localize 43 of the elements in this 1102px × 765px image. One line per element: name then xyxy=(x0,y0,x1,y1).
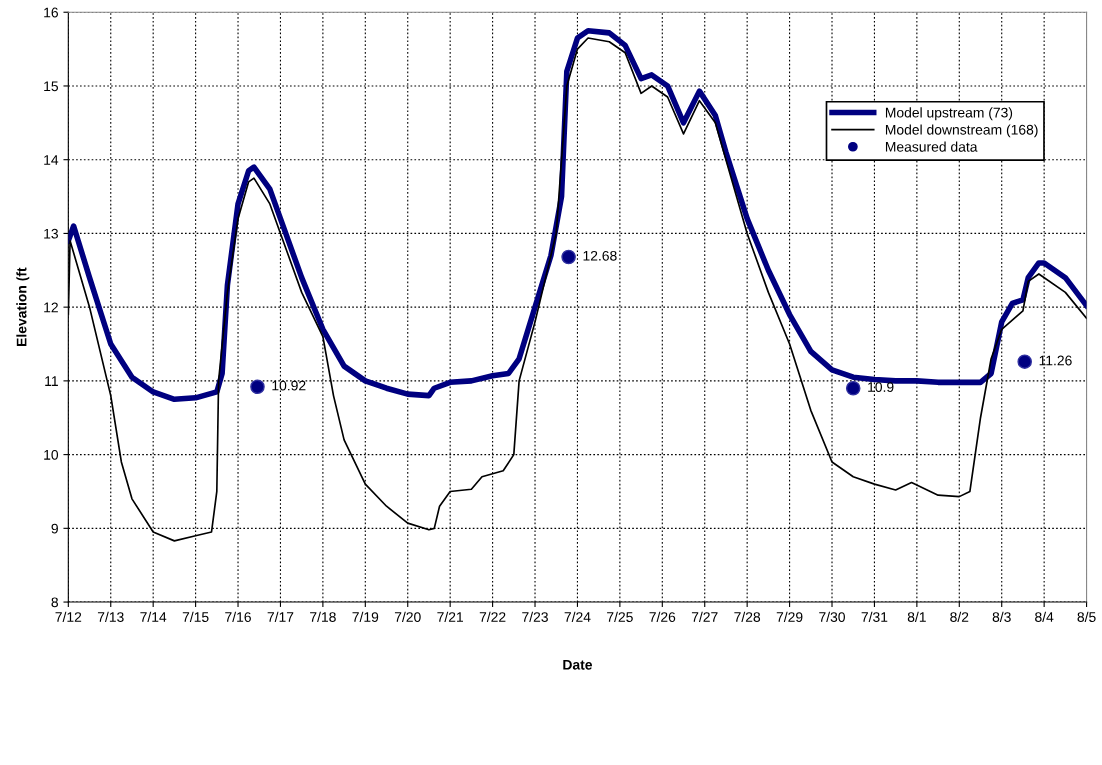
x-tick-label: 7/25 xyxy=(607,611,633,622)
x-tick-label: 8/1 xyxy=(907,611,926,622)
x-tick-label: 7/21 xyxy=(437,611,464,622)
y-tick-label: 16 xyxy=(44,7,58,18)
x-tick-label: 7/15 xyxy=(182,611,209,622)
x-axis-title: Date xyxy=(563,659,593,670)
x-tick-label: 7/23 xyxy=(522,611,548,622)
y-tick-label: 14 xyxy=(44,155,59,165)
x-tick-label: 7/17 xyxy=(267,611,294,622)
x-tick-label: 8/2 xyxy=(950,611,969,622)
legend-label: Measured data xyxy=(885,141,978,152)
x-tick-label: 7/29 xyxy=(776,611,803,622)
x-tick-label: 7/18 xyxy=(310,611,336,622)
y-tick-label: 9 xyxy=(51,523,58,534)
legend-label: Model downstream (168) xyxy=(885,124,1038,138)
y-tick-label: 15 xyxy=(44,81,59,92)
x-tick-label: 7/22 xyxy=(479,611,506,622)
x-tick-label: 8/3 xyxy=(992,611,1011,622)
x-tick-label: 7/28 xyxy=(734,611,761,622)
data-label: 11.26 xyxy=(1039,355,1072,366)
y-tick-label: 11 xyxy=(45,376,58,386)
x-tick-label: 7/20 xyxy=(394,611,421,622)
x-tick-label: 7/30 xyxy=(819,611,845,622)
data-label: 12.68 xyxy=(583,250,617,261)
x-tick-label: 7/16 xyxy=(225,611,251,622)
data-label: 10.9 xyxy=(868,382,894,392)
x-tick-label: 8/5 xyxy=(1077,611,1096,622)
y-tick-label: 13 xyxy=(44,228,58,239)
x-tick-label: 7/26 xyxy=(649,611,676,622)
y-axis-title: Elevation (ft xyxy=(16,267,30,346)
y-tick-label: 8 xyxy=(51,597,58,608)
x-tick-label: 7/14 xyxy=(140,611,167,622)
y-tick-label: 10 xyxy=(44,449,59,460)
x-tick-label: 8/4 xyxy=(1035,611,1054,622)
x-tick-label: 7/19 xyxy=(352,611,379,622)
x-tick-label: 7/31 xyxy=(861,611,888,622)
x-tick-label: 7/24 xyxy=(564,611,591,622)
y-tick-label: 12 xyxy=(44,302,58,313)
x-tick-label: 7/12 xyxy=(55,611,82,622)
x-tick-label: 7/27 xyxy=(691,611,718,622)
legend-label: Model upstream (73) xyxy=(885,107,1013,121)
x-tick-label: 7/13 xyxy=(97,611,124,622)
data-label: 10.92 xyxy=(272,380,306,391)
